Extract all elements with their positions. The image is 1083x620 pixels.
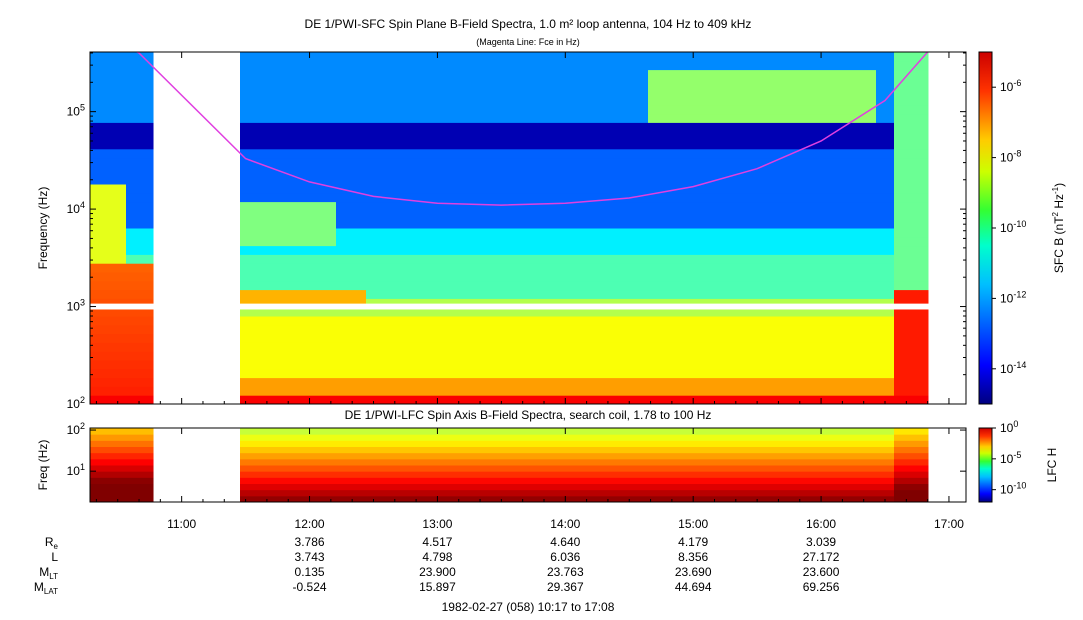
panel2-frame — [89, 427, 967, 503]
colorbar-tick-label: 10-10 — [1000, 481, 1026, 497]
ephemeris-value: 27.172 — [803, 550, 840, 564]
ephemeris-value: 23.763 — [547, 565, 584, 579]
panel2-ylabel: Freq (Hz) — [36, 440, 50, 491]
ephemeris-value: 4.640 — [550, 535, 580, 549]
colorbar-tick-label: 10-12 — [1000, 289, 1026, 305]
lfc-colorbar-ticks: 100 10-5 10-10 — [992, 419, 1026, 497]
sfc-colorbar-ticks: 10-6 10-8 10-10 10-12 10-14 — [992, 78, 1026, 376]
colorbar-tick-label: 10-14 — [1000, 360, 1026, 376]
ephemeris-row-label: Re — [45, 535, 59, 551]
colorbar-tick-label: 10-5 — [1000, 450, 1021, 466]
panel1-ylabel: Frequency (Hz) — [36, 187, 50, 270]
panel1-ytick-label: 105 — [67, 103, 85, 119]
panel2-title: DE 1/PWI-LFC Spin Axis B-Field Spectra, … — [345, 408, 712, 422]
time-tick-label: 11:00 — [167, 517, 196, 531]
lfc-spectrogram — [90, 428, 966, 502]
time-tick-label: 17:00 — [934, 517, 964, 531]
ephemeris-value: 23.900 — [419, 565, 456, 579]
ephemeris-value: 6.036 — [550, 550, 580, 564]
ephemeris-value: -0.524 — [293, 580, 327, 594]
sfc-spectrogram — [90, 52, 966, 404]
time-axis-labels: 11:00 12:00 13:00 14:00 15:00 16:00 17:00 — [167, 517, 964, 531]
time-tick-label: 13:00 — [422, 517, 452, 531]
ephemeris-value: 15.897 — [419, 580, 456, 594]
colorbar-tick-label: 10-10 — [1000, 219, 1026, 235]
time-tick-label: 14:00 — [550, 517, 580, 531]
lfc-colorbar-label: LFC H — [1045, 448, 1059, 483]
sfc-colorbar — [978, 51, 993, 405]
ephemeris-value: 0.135 — [295, 565, 325, 579]
ephemeris-row-label: MLAT — [34, 580, 58, 596]
panel1-ytick-label: 102 — [67, 395, 85, 411]
panel2-ytick-label: 102 — [67, 421, 85, 437]
ephemeris-value: 29.367 — [547, 580, 584, 594]
panel1-frame — [89, 51, 967, 405]
panel1-ytick-label: 103 — [67, 298, 85, 314]
fce-line — [135, 52, 929, 206]
ephemeris-value: 23.690 — [675, 565, 712, 579]
sfc-colorbar-label: SFC B (nT2 Hz-1) — [1051, 183, 1066, 273]
ephemeris-row-label: L — [51, 550, 58, 564]
colorbar-tick-label: 10-6 — [1000, 78, 1021, 94]
ephemeris-value: 3.039 — [806, 535, 836, 549]
time-tick-label: 12:00 — [295, 517, 325, 531]
panel2-axes: 102 101 — [67, 52, 966, 502]
ephemeris-value: 23.600 — [803, 565, 840, 579]
colorbar-tick-label: 10-8 — [1000, 149, 1021, 165]
panel1-subtitle: (Magenta Line: Fce in Hz) — [476, 37, 580, 47]
colorbar-tick-label: 100 — [1000, 419, 1018, 435]
ephemeris-value: 69.256 — [803, 580, 840, 594]
ephemeris-value: 4.517 — [422, 535, 452, 549]
time-tick-label: 15:00 — [678, 517, 708, 531]
time-range-footer: 1982-02-27 (058) 10:17 to 17:08 — [442, 600, 615, 614]
ephemeris-value: 3.786 — [295, 535, 325, 549]
ephemeris-value: 4.798 — [422, 550, 452, 564]
panel1-axes: 105 104 103 102 — [67, 52, 966, 411]
ephemeris-row-label: MLT — [39, 565, 58, 581]
ephemeris-value: 4.179 — [678, 535, 708, 549]
panel1-ytick-label: 104 — [67, 200, 85, 216]
ephemeris-value: 8.356 — [678, 550, 708, 564]
ephemeris-value: 44.694 — [675, 580, 712, 594]
panel2-ytick-label: 101 — [67, 462, 85, 478]
lfc-colorbar — [978, 427, 993, 503]
panel1-title: DE 1/PWI-SFC Spin Plane B-Field Spectra,… — [305, 17, 752, 31]
time-tick-label: 16:00 — [806, 517, 836, 531]
ephemeris-value: 3.743 — [295, 550, 325, 564]
ephemeris-table: Re 3.786 4.517 4.640 4.179 3.039 L 3.743 4.798 6.… — [34, 535, 840, 596]
